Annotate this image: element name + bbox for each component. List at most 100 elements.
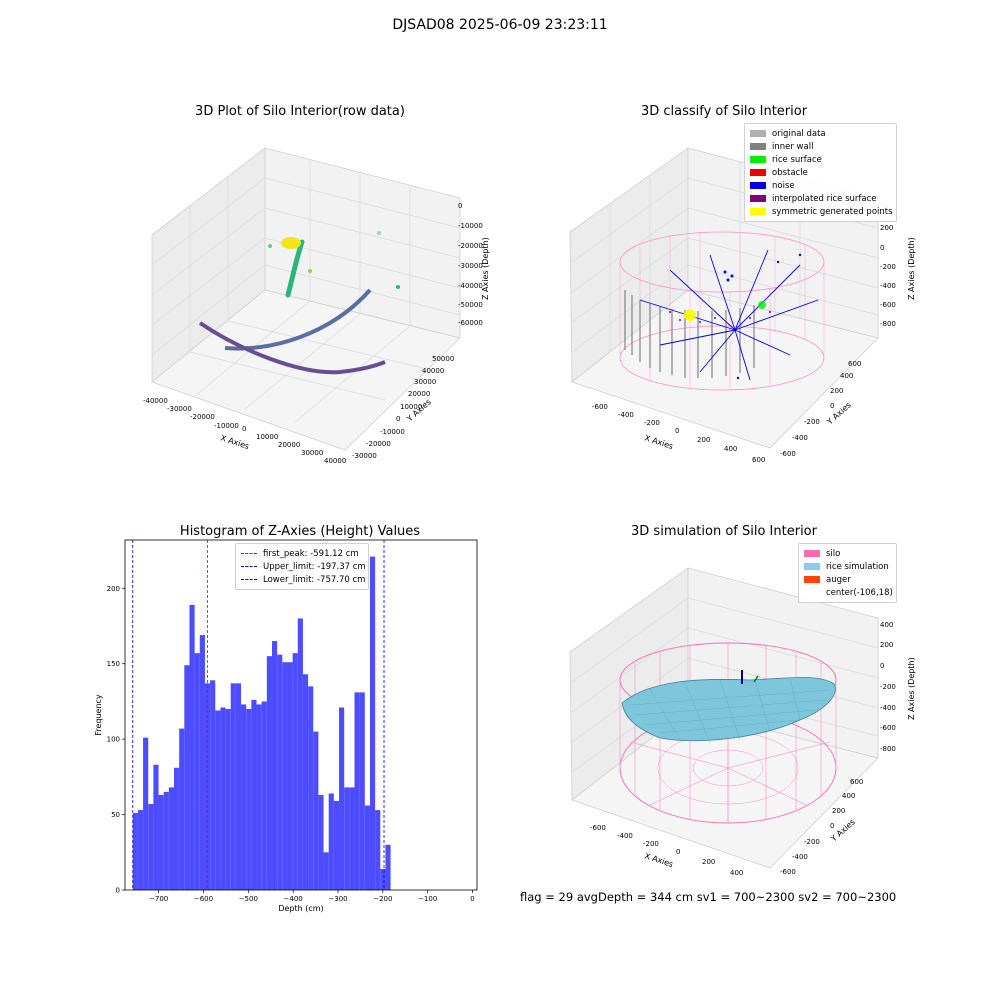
histogram-bar [308,686,314,890]
svg-text:-800: -800 [880,320,896,328]
svg-text:200: 200 [702,858,715,866]
legend-item: Upper_limit: -197.37 cm [241,560,366,573]
simulation-footer: flag = 29 avgDepth = 344 cm sv1 = 700~23… [520,890,897,904]
raw-xlabel: X Axies [219,433,250,451]
histogram-bar [287,662,293,890]
svg-text:-800: -800 [880,745,896,753]
simulation-ytick-labels: -600 -400 -200 0 200 400 600 [780,778,863,876]
histogram-bar [349,787,355,890]
legend-item: interpolated rice surface [750,192,891,205]
svg-text:-200: -200 [804,838,820,846]
histogram-ytick-label: 100 [107,736,120,744]
svg-text:400: 400 [880,621,893,629]
svg-text:-600: -600 [592,403,608,411]
legend-swatch [750,156,766,163]
histogram-bar [174,767,180,890]
histogram-xtick-label: −500 [239,895,258,903]
histogram-xtick-label: −200 [373,895,392,903]
histogram-bar [364,805,370,890]
svg-text:600: 600 [848,360,861,368]
svg-text:-30000: -30000 [458,262,483,270]
svg-text:-200: -200 [644,419,660,427]
raw-ztick-labels: 0 -10000 -20000 -30000 -40000 -50000 -60… [458,202,483,327]
legend-item: Lower_limit: -757.70 cm [241,573,365,586]
histogram-bar [148,804,154,890]
raw-point [377,231,381,235]
svg-text:200: 200 [697,436,710,444]
histogram-bar [215,710,221,890]
classify-xtick-labels: -600 -400 -200 0 200 400 600 [592,403,765,464]
histogram-bar [163,791,169,890]
histogram-ytick-label: 200 [107,585,120,593]
simulation-rice-mesh [629,677,831,744]
legend-item: noise [750,179,891,192]
histogram-bar [354,692,360,890]
svg-text:-200: -200 [880,263,896,271]
histogram-bar [380,868,386,890]
svg-text:20000: 20000 [408,390,430,398]
svg-text:400: 400 [730,869,743,877]
classify-xlabel: X Axies [643,433,674,451]
classify-3d-plot: -600 -400 -200 0 200 400 600 -600 -400 -… [569,147,916,464]
svg-text:200: 200 [880,224,893,232]
legend-item: obstacle [750,166,891,179]
simulation-xlabel: X Axies [643,851,674,869]
classify-inner-wall [624,290,755,378]
histogram-bar [385,844,391,890]
raw-yellow-cluster [281,237,301,249]
histogram-xtick-label: −700 [149,895,168,903]
raw-arc-lower [198,321,386,375]
simulation-3d-plot: -600 -400 -200 0 200 400 -600 -400 -200 … [569,567,916,877]
histogram-bar [189,604,195,890]
svg-text:600: 600 [752,456,765,464]
histogram-xtick-label: −100 [418,895,437,903]
raw-xtick-labels: -40000 -30000 -20000 -10000 0 10000 2000… [143,397,346,465]
svg-text:400: 400 [724,445,737,453]
svg-text:-400: -400 [880,704,896,712]
svg-text:0: 0 [458,202,462,210]
legend-item: silo [804,547,891,560]
legend-swatch [241,579,257,580]
histogram-bar [153,764,159,890]
histogram-bar [271,641,278,890]
svg-text:30000: 30000 [414,378,436,386]
svg-text:200: 200 [880,641,893,649]
histogram-bar [184,665,190,890]
svg-text:30000: 30000 [301,449,323,457]
histogram-bar [261,701,267,890]
svg-text:-400: -400 [617,832,633,840]
svg-text:-20000: -20000 [366,440,391,448]
raw-point [268,244,272,248]
histogram-bar [313,731,319,890]
histogram-bar [328,793,334,890]
svg-text:400: 400 [842,792,855,800]
svg-text:0: 0 [242,425,246,433]
legend-item: rice surface [750,153,891,166]
classify-ytick-labels: -600 -400 -200 0 200 400 600 [780,360,861,458]
svg-text:-400: -400 [880,282,896,290]
svg-text:20000: 20000 [278,441,300,449]
histogram-frame [124,539,478,891]
svg-text:-600: -600 [780,868,796,876]
legend-item: rice simulation [804,560,891,573]
histogram-bar [199,635,205,890]
histogram-bar [359,692,365,890]
histogram-xtick-label: 0 [470,895,474,903]
simulation-legend: silo rice simulation auger center(-106,1… [798,543,897,603]
histogram-bar [220,707,226,890]
histogram-bar [251,699,257,890]
histogram-bar [246,708,252,890]
raw-zlabel: Z Axies (Depth) [481,237,490,300]
histogram-bar [143,737,149,890]
svg-text:-400: -400 [618,411,634,419]
histogram-ytick-label: 0 [116,887,120,895]
svg-text:-10000: -10000 [380,428,405,436]
svg-text:10000: 10000 [400,403,422,411]
histogram-bar [344,787,350,890]
classify-ylabel: Y Axies [825,400,853,427]
svg-text:40000: 40000 [324,457,346,465]
histogram-bar [266,656,272,890]
histogram-bar [282,662,288,890]
classify-zlabel: Z Axies (Depth) [907,237,916,300]
svg-text:-200: -200 [804,418,820,426]
